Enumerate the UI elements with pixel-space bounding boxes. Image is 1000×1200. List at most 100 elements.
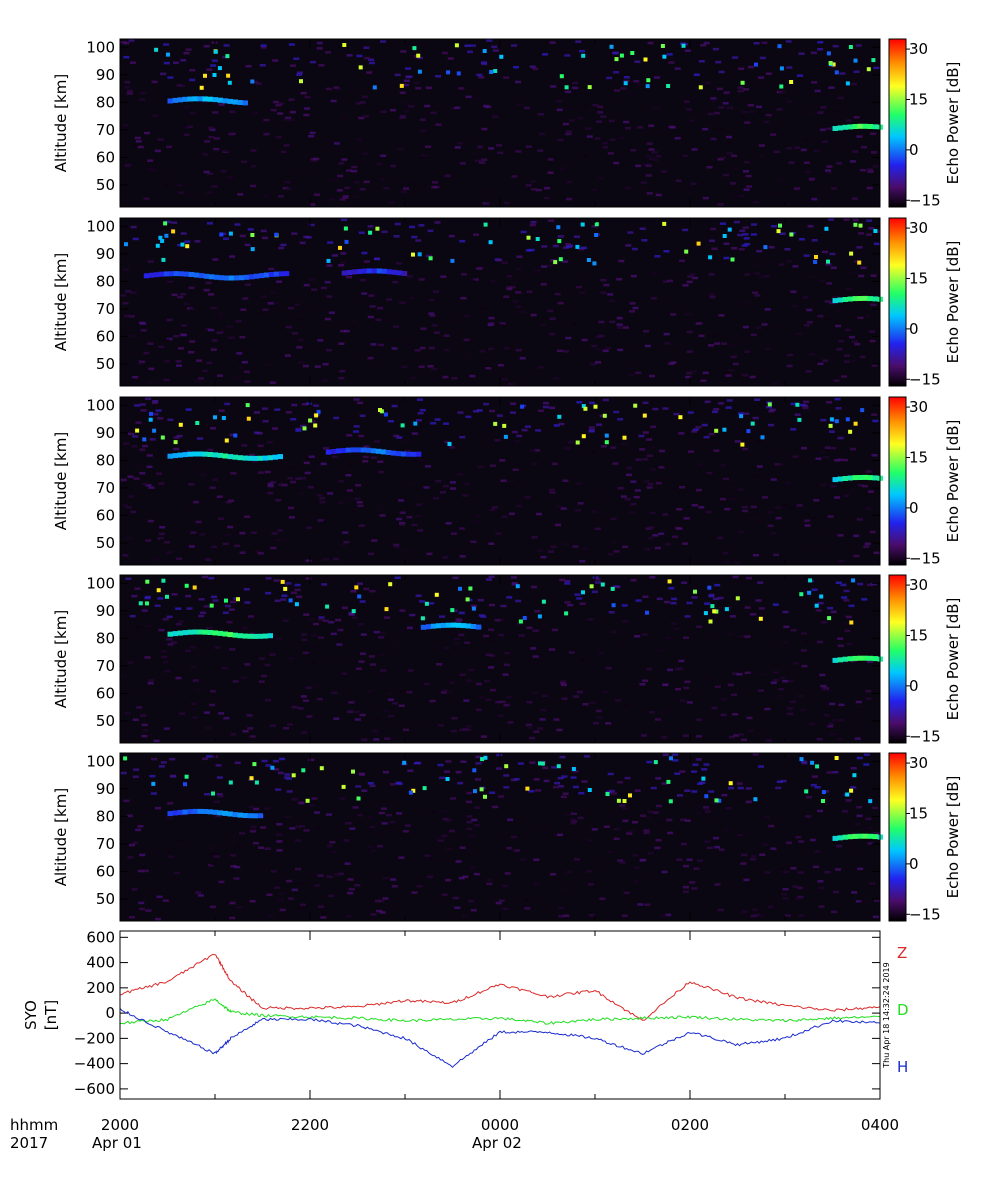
noise-cell: [194, 379, 201, 383]
noise-cell: [646, 486, 653, 489]
noise-cell: [526, 701, 533, 704]
layer-cell: [177, 630, 183, 636]
noise-cell: [363, 445, 370, 448]
noise-cell: [309, 131, 316, 135]
noise-cell: [709, 239, 715, 242]
layer-cell: [867, 296, 873, 302]
echo-speck: [142, 437, 147, 442]
noise-cell: [708, 790, 715, 793]
colorbar: [888, 396, 907, 566]
noise-cell: [565, 132, 572, 136]
noise-cell: [610, 792, 617, 795]
layer-cell: [385, 450, 392, 455]
noise-cell: [234, 544, 240, 548]
noise-cell: [185, 594, 192, 598]
noise-cell: [239, 234, 246, 238]
echo-speck: [760, 435, 765, 440]
noise-cell: [160, 72, 167, 76]
noise-cell: [588, 914, 595, 917]
noise-cell: [737, 833, 744, 837]
noise-cell: [207, 854, 213, 858]
noise-cell: [633, 80, 640, 83]
noise-cell: [148, 486, 155, 489]
noise-cell: [743, 170, 749, 173]
noise-cell: [275, 637, 282, 640]
noise-cell: [570, 323, 577, 326]
echo-speck: [468, 586, 473, 591]
noise-cell: [447, 57, 454, 60]
noise-cell: [787, 353, 794, 357]
noise-cell: [684, 312, 691, 316]
noise-cell: [695, 322, 702, 325]
layer-cell: [222, 631, 228, 637]
noise-cell: [485, 698, 492, 702]
noise-cell: [441, 51, 448, 55]
noise-cell: [156, 690, 163, 693]
noise-cell: [574, 235, 580, 238]
layer-cell: [350, 447, 357, 453]
layer-cell: [460, 623, 467, 629]
noise-cell: [663, 332, 670, 336]
noise-cell: [676, 527, 683, 530]
noise-cell: [744, 161, 750, 164]
noise-cell: [165, 850, 172, 854]
magnetometer-series: [119, 953, 881, 1069]
noise-cell: [655, 154, 662, 158]
noise-cell: [547, 158, 554, 161]
noise-cell: [126, 506, 132, 509]
noise-cell: [468, 668, 475, 672]
echo-speck: [301, 768, 306, 773]
noise-cell: [483, 634, 490, 638]
echo-speck: [849, 620, 854, 625]
layer-cell: [832, 477, 838, 483]
noise-cell: [551, 766, 558, 769]
noise-cell: [860, 900, 867, 904]
noise-cell: [420, 327, 427, 330]
noise-cell: [549, 332, 556, 336]
noise-cell: [358, 623, 365, 626]
noise-cell: [536, 549, 543, 553]
echo-speck: [504, 764, 509, 769]
noise-cell: [370, 913, 377, 916]
noise-cell: [813, 499, 820, 502]
layer-cell: [872, 296, 878, 302]
noise-cell: [803, 324, 810, 327]
noise-cell: [589, 401, 596, 405]
echo-speck: [831, 62, 836, 67]
noise-cell: [804, 524, 811, 527]
noise-cell: [843, 599, 850, 602]
noise-cell: [389, 820, 396, 824]
noise-cell: [844, 328, 851, 332]
noise-cell: [557, 776, 564, 780]
noise-cell: [722, 477, 729, 481]
noise-cell: [593, 721, 599, 725]
noise-cell: [415, 239, 422, 242]
layer-cell: [847, 296, 853, 302]
noise-cell: [489, 603, 495, 607]
noise-cell: [704, 840, 711, 843]
echo-speck: [586, 258, 591, 262]
layer-cell: [223, 275, 230, 281]
noise-cell: [463, 314, 470, 318]
noise-cell: [647, 482, 654, 486]
noise-cell: [272, 427, 278, 430]
noise-cell: [619, 861, 626, 864]
noise-cell: [387, 339, 394, 342]
noise-cell: [393, 545, 400, 549]
noise-cell: [589, 701, 596, 705]
noise-cell: [359, 278, 366, 282]
noise-cell: [213, 147, 220, 151]
noise-cell: [643, 163, 650, 166]
noise-cell: [398, 856, 405, 859]
noise-cell: [286, 790, 293, 793]
noise-cell: [654, 76, 660, 79]
noise-cell: [347, 463, 354, 466]
layer-cell: [273, 271, 280, 277]
noise-cell: [471, 151, 478, 155]
noise-cell: [195, 689, 202, 692]
noise-cell: [629, 310, 635, 313]
noise-cell: [390, 783, 396, 786]
colorbar-tick-label: 30: [909, 754, 928, 772]
noise-cell: [128, 39, 135, 42]
noise-cell: [361, 251, 368, 255]
